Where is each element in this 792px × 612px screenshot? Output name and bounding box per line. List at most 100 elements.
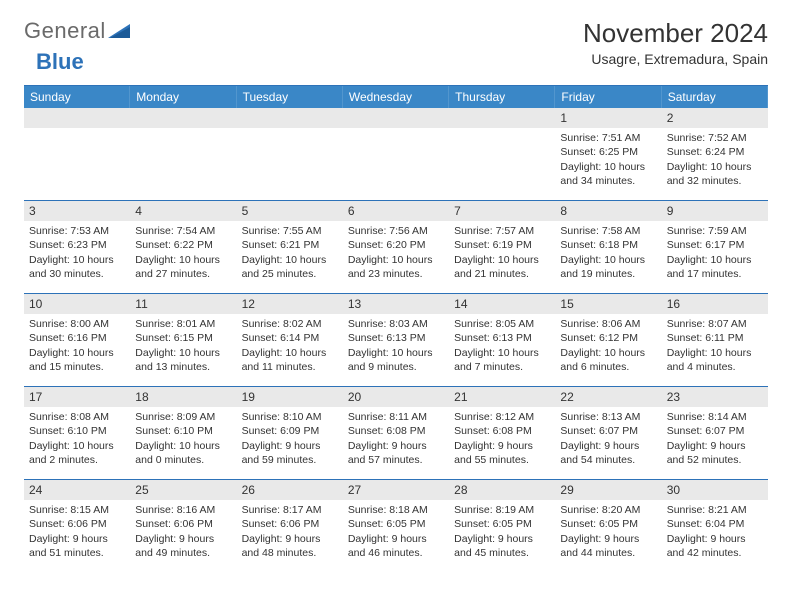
calendar-cell-empty (130, 108, 236, 194)
sunrise-text: Sunrise: 7:55 AM (242, 224, 338, 238)
calendar-cell: 24Sunrise: 8:15 AMSunset: 6:06 PMDayligh… (24, 480, 130, 566)
logo-text-general: General (24, 18, 106, 44)
calendar-cell: 18Sunrise: 8:09 AMSunset: 6:10 PMDayligh… (130, 387, 236, 473)
sunrise-text: Sunrise: 8:06 AM (560, 317, 656, 331)
calendar-cell: 27Sunrise: 8:18 AMSunset: 6:05 PMDayligh… (343, 480, 449, 566)
calendar-cell: 12Sunrise: 8:02 AMSunset: 6:14 PMDayligh… (237, 294, 343, 380)
daynum-empty (237, 108, 343, 128)
calendar-cell: 2Sunrise: 7:52 AMSunset: 6:24 PMDaylight… (662, 108, 768, 194)
sunrise-text: Sunrise: 8:00 AM (29, 317, 125, 331)
sunrise-text: Sunrise: 8:03 AM (348, 317, 444, 331)
calendar-body: 1Sunrise: 7:51 AMSunset: 6:25 PMDaylight… (24, 108, 768, 566)
sunset-text: Sunset: 6:13 PM (348, 331, 444, 345)
sunset-text: Sunset: 6:07 PM (560, 424, 656, 438)
sunrise-text: Sunrise: 7:51 AM (560, 131, 656, 145)
daylight-text: Daylight: 10 hours and 23 minutes. (348, 253, 444, 281)
sunrise-text: Sunrise: 7:56 AM (348, 224, 444, 238)
sunrise-text: Sunrise: 8:13 AM (560, 410, 656, 424)
sunrise-text: Sunrise: 7:53 AM (29, 224, 125, 238)
sunrise-text: Sunrise: 8:11 AM (348, 410, 444, 424)
calendar-cell: 29Sunrise: 8:20 AMSunset: 6:05 PMDayligh… (555, 480, 661, 566)
daynum: 23 (662, 387, 768, 407)
sunrise-text: Sunrise: 7:52 AM (667, 131, 763, 145)
daylight-text: Daylight: 10 hours and 34 minutes. (560, 160, 656, 188)
logo-text-blue: Blue (36, 49, 84, 74)
sunset-text: Sunset: 6:07 PM (667, 424, 763, 438)
daylight-text: Daylight: 9 hours and 48 minutes. (242, 532, 338, 560)
daylight-text: Daylight: 10 hours and 4 minutes. (667, 346, 763, 374)
sunrise-text: Sunrise: 8:01 AM (135, 317, 231, 331)
daynum-empty (343, 108, 449, 128)
dayhead-saturday: Saturday (662, 86, 768, 108)
calendar-page: General November 2024 Usagre, Extremadur… (0, 0, 792, 566)
daynum: 1 (555, 108, 661, 128)
daylight-text: Daylight: 10 hours and 2 minutes. (29, 439, 125, 467)
sunset-text: Sunset: 6:04 PM (667, 517, 763, 531)
daynum: 2 (662, 108, 768, 128)
daylight-text: Daylight: 9 hours and 44 minutes. (560, 532, 656, 560)
calendar-cell: 6Sunrise: 7:56 AMSunset: 6:20 PMDaylight… (343, 201, 449, 287)
daynum: 9 (662, 201, 768, 221)
sunset-text: Sunset: 6:24 PM (667, 145, 763, 159)
sunset-text: Sunset: 6:06 PM (135, 517, 231, 531)
sunrise-text: Sunrise: 8:18 AM (348, 503, 444, 517)
calendar-header-row: SundayMondayTuesdayWednesdayThursdayFrid… (24, 86, 768, 108)
sunrise-text: Sunrise: 8:14 AM (667, 410, 763, 424)
sunset-text: Sunset: 6:11 PM (667, 331, 763, 345)
daylight-text: Daylight: 9 hours and 49 minutes. (135, 532, 231, 560)
daylight-text: Daylight: 9 hours and 51 minutes. (29, 532, 125, 560)
sunset-text: Sunset: 6:17 PM (667, 238, 763, 252)
daylight-text: Daylight: 9 hours and 54 minutes. (560, 439, 656, 467)
sunset-text: Sunset: 6:06 PM (242, 517, 338, 531)
calendar-cell: 16Sunrise: 8:07 AMSunset: 6:11 PMDayligh… (662, 294, 768, 380)
sunset-text: Sunset: 6:10 PM (135, 424, 231, 438)
sunset-text: Sunset: 6:12 PM (560, 331, 656, 345)
calendar-cell: 17Sunrise: 8:08 AMSunset: 6:10 PMDayligh… (24, 387, 130, 473)
dayhead-tuesday: Tuesday (237, 86, 343, 108)
sunset-text: Sunset: 6:18 PM (560, 238, 656, 252)
daynum: 30 (662, 480, 768, 500)
calendar-cell-empty (343, 108, 449, 194)
calendar-cell: 28Sunrise: 8:19 AMSunset: 6:05 PMDayligh… (449, 480, 555, 566)
daynum-empty (449, 108, 555, 128)
calendar-cell: 11Sunrise: 8:01 AMSunset: 6:15 PMDayligh… (130, 294, 236, 380)
daynum-empty (130, 108, 236, 128)
daylight-text: Daylight: 9 hours and 57 minutes. (348, 439, 444, 467)
daynum: 26 (237, 480, 343, 500)
calendar-cell: 7Sunrise: 7:57 AMSunset: 6:19 PMDaylight… (449, 201, 555, 287)
calendar-cell: 30Sunrise: 8:21 AMSunset: 6:04 PMDayligh… (662, 480, 768, 566)
sunset-text: Sunset: 6:23 PM (29, 238, 125, 252)
calendar-cell: 14Sunrise: 8:05 AMSunset: 6:13 PMDayligh… (449, 294, 555, 380)
sunset-text: Sunset: 6:05 PM (560, 517, 656, 531)
calendar-cell-empty (237, 108, 343, 194)
daylight-text: Daylight: 9 hours and 46 minutes. (348, 532, 444, 560)
calendar-cell: 13Sunrise: 8:03 AMSunset: 6:13 PMDayligh… (343, 294, 449, 380)
sunrise-text: Sunrise: 8:17 AM (242, 503, 338, 517)
daylight-text: Daylight: 10 hours and 13 minutes. (135, 346, 231, 374)
daynum: 15 (555, 294, 661, 314)
daynum: 21 (449, 387, 555, 407)
logo: General (24, 18, 130, 44)
sunrise-text: Sunrise: 8:08 AM (29, 410, 125, 424)
sunset-text: Sunset: 6:06 PM (29, 517, 125, 531)
sunrise-text: Sunrise: 8:02 AM (242, 317, 338, 331)
sunset-text: Sunset: 6:21 PM (242, 238, 338, 252)
daylight-text: Daylight: 10 hours and 15 minutes. (29, 346, 125, 374)
daylight-text: Daylight: 9 hours and 55 minutes. (454, 439, 550, 467)
sunset-text: Sunset: 6:08 PM (454, 424, 550, 438)
sunrise-text: Sunrise: 8:21 AM (667, 503, 763, 517)
daynum: 3 (24, 201, 130, 221)
daylight-text: Daylight: 10 hours and 0 minutes. (135, 439, 231, 467)
calendar-cell: 10Sunrise: 8:00 AMSunset: 6:16 PMDayligh… (24, 294, 130, 380)
daynum: 20 (343, 387, 449, 407)
dayhead-sunday: Sunday (24, 86, 130, 108)
sunrise-text: Sunrise: 8:19 AM (454, 503, 550, 517)
daylight-text: Daylight: 10 hours and 11 minutes. (242, 346, 338, 374)
daynum: 6 (343, 201, 449, 221)
daylight-text: Daylight: 10 hours and 6 minutes. (560, 346, 656, 374)
calendar-cell: 23Sunrise: 8:14 AMSunset: 6:07 PMDayligh… (662, 387, 768, 473)
calendar-cell: 8Sunrise: 7:58 AMSunset: 6:18 PMDaylight… (555, 201, 661, 287)
sunset-text: Sunset: 6:15 PM (135, 331, 231, 345)
sunrise-text: Sunrise: 8:09 AM (135, 410, 231, 424)
calendar-cell-empty (24, 108, 130, 194)
